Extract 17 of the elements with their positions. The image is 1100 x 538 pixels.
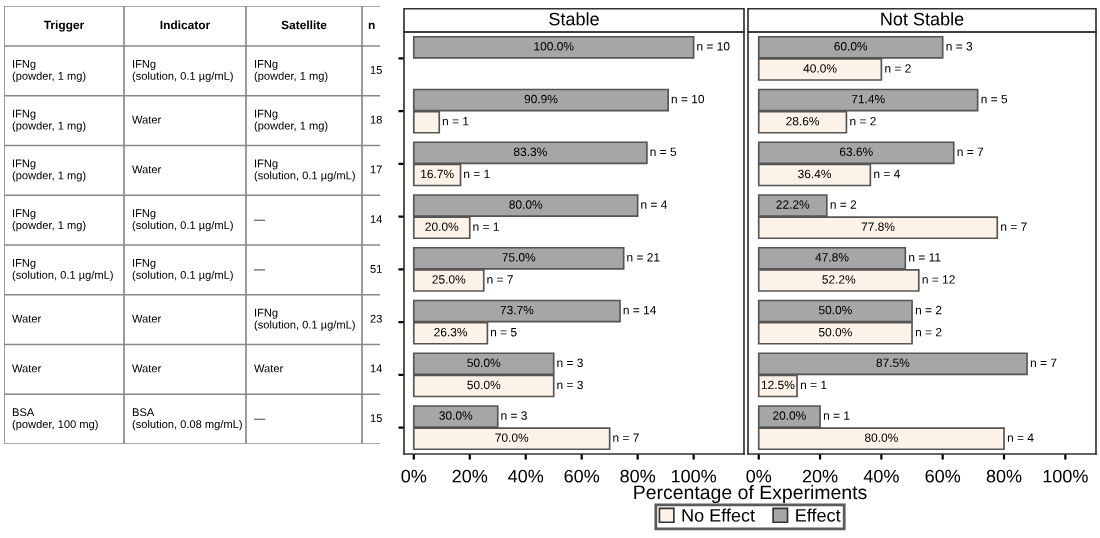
x-tick-label: 60%: [564, 469, 600, 483]
x-tick-label: 20%: [802, 469, 838, 483]
x-tick-label: 40%: [508, 469, 544, 483]
x-tick-label: 20%: [452, 469, 488, 483]
legend-label: Effect: [796, 508, 841, 522]
legend-label: No Effect: [682, 508, 755, 522]
x-tick-label: 0%: [401, 469, 427, 483]
x-tick-label: 40%: [863, 469, 899, 483]
chart-title: Not Stable: [881, 12, 964, 26]
x-tick-label: 60%: [925, 469, 961, 483]
x-tick-label: 80%: [620, 469, 656, 483]
chart-title: Stable: [549, 12, 599, 26]
x-tick-label: 100%: [671, 469, 717, 483]
x-tick-label: 100%: [1043, 469, 1088, 483]
x-tick-label: 0%: [746, 469, 772, 483]
x-tick-label: 80%: [986, 469, 1022, 483]
x-axis-title: Percentage of Experiments: [634, 484, 867, 504]
